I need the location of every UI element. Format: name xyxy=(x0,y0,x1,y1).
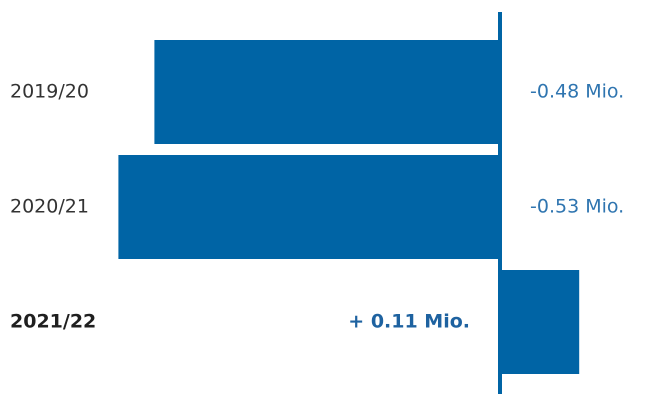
value-label: -0.53 Mio. xyxy=(530,196,624,218)
bar-2019-20 xyxy=(154,40,500,144)
value-label: -0.48 Mio. xyxy=(530,81,624,103)
category-label: 2019/20 xyxy=(10,81,89,103)
bar-2020-21 xyxy=(118,155,501,259)
category-label: 2021/22 xyxy=(10,311,96,333)
bar-2021-22 xyxy=(500,270,580,374)
category-label: 2020/21 xyxy=(10,196,89,218)
value-label: + 0.11 Mio. xyxy=(348,311,470,333)
